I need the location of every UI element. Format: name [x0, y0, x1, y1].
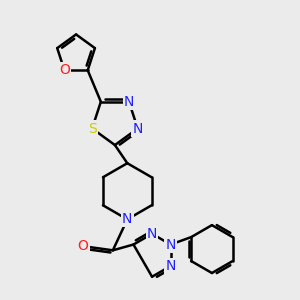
- Text: S: S: [88, 122, 97, 136]
- Text: N: N: [124, 95, 134, 109]
- Text: N: N: [166, 238, 176, 251]
- Text: N: N: [147, 227, 157, 241]
- Text: N: N: [133, 122, 143, 136]
- Text: O: O: [78, 239, 88, 253]
- Text: N: N: [122, 212, 133, 226]
- Text: O: O: [59, 63, 70, 77]
- Text: N: N: [166, 259, 176, 273]
